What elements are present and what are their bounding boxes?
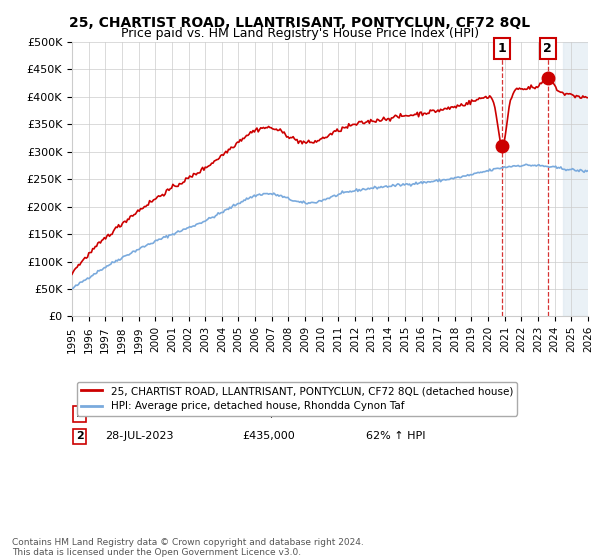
Text: 62% ↑ HPI: 62% ↑ HPI — [366, 431, 425, 441]
Text: 25, CHARTIST ROAD, LLANTRISANT, PONTYCLUN, CF72 8QL: 25, CHARTIST ROAD, LLANTRISANT, PONTYCLU… — [70, 16, 530, 30]
Text: 07-NOV-2020: 07-NOV-2020 — [106, 409, 180, 419]
Legend: 25, CHARTIST ROAD, LLANTRISANT, PONTYCLUN, CF72 8QL (detached house), HPI: Avera: 25, CHARTIST ROAD, LLANTRISANT, PONTYCLU… — [77, 382, 517, 416]
Bar — [563, 42, 596, 316]
Text: £310,000: £310,000 — [242, 409, 295, 419]
Text: £435,000: £435,000 — [242, 431, 295, 441]
Text: Price paid vs. HM Land Registry's House Price Index (HPI): Price paid vs. HM Land Registry's House … — [121, 27, 479, 40]
Text: 2: 2 — [544, 42, 552, 55]
Text: 42% ↑ HPI: 42% ↑ HPI — [366, 409, 426, 419]
Text: Contains HM Land Registry data © Crown copyright and database right 2024.
This d: Contains HM Land Registry data © Crown c… — [12, 538, 364, 557]
Text: 1: 1 — [498, 42, 506, 55]
Text: 2: 2 — [76, 431, 83, 441]
Text: 1: 1 — [76, 409, 83, 419]
Text: 28-JUL-2023: 28-JUL-2023 — [106, 431, 174, 441]
